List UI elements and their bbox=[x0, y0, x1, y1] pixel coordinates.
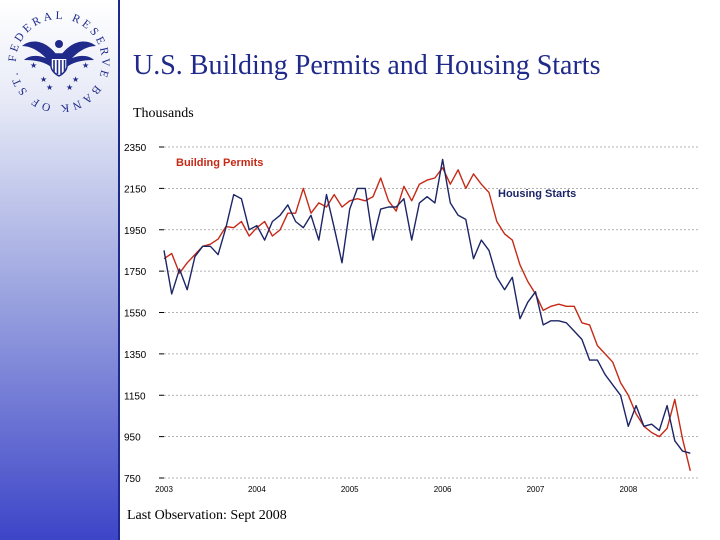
eagle-left-wing-icon bbox=[22, 41, 59, 68]
y-tick-label: 2150 bbox=[124, 184, 147, 195]
x-tick-label: 2003 bbox=[155, 485, 173, 494]
y-tick-label: 1150 bbox=[124, 391, 146, 402]
y-tick-label: 2350 bbox=[124, 143, 147, 154]
last-observation-note: Last Observation: Sept 2008 bbox=[127, 508, 287, 523]
shield-icon bbox=[50, 53, 68, 77]
y-tick-label: 1350 bbox=[124, 350, 147, 361]
y-axis-units-label: Thousands bbox=[133, 106, 194, 121]
legend-housing-starts: Housing Starts bbox=[498, 188, 576, 200]
x-tick-label: 2008 bbox=[619, 485, 637, 494]
sidebar-divider bbox=[118, 0, 120, 540]
y-tick-layer: 2350 2150 1950 1750 1550 1350 1150 950 750 bbox=[124, 143, 164, 485]
page-title: U.S. Building Permits and Housing Starts bbox=[133, 50, 601, 81]
y-tick-label: 1550 bbox=[124, 309, 147, 320]
star-icon: ★ bbox=[30, 61, 37, 70]
x-tick-label: 2004 bbox=[248, 485, 266, 494]
y-tick-label: 1750 bbox=[124, 267, 147, 278]
sidebar-gradient bbox=[0, 0, 118, 540]
x-tick-label: 2005 bbox=[341, 485, 359, 494]
star-icon: ★ bbox=[82, 61, 89, 70]
eagle-right-wing-icon bbox=[59, 41, 96, 68]
star-icon: ★ bbox=[72, 75, 79, 84]
legend-building-permits: Building Permits bbox=[176, 157, 263, 169]
x-tick-label: 2006 bbox=[434, 485, 452, 494]
star-icon: ★ bbox=[66, 83, 73, 92]
x-tick-layer: 2003 2004 2005 2006 2007 2008 bbox=[155, 485, 638, 494]
x-tick-label: 2007 bbox=[527, 485, 545, 494]
star-icon: ★ bbox=[40, 75, 47, 84]
y-tick-label: 950 bbox=[124, 433, 141, 444]
y-tick-label: 1950 bbox=[124, 226, 147, 237]
series-layer bbox=[163, 158, 691, 471]
grid-layer bbox=[164, 146, 698, 479]
y-tick-label: 750 bbox=[124, 474, 141, 485]
eagle-head-icon bbox=[55, 40, 63, 48]
star-icon: ★ bbox=[46, 83, 53, 92]
series-line-building-permits bbox=[163, 167, 691, 471]
series-line-housing-starts bbox=[163, 158, 691, 454]
federal-reserve-seal-logo: FEDERAL RESERVE BANK OF ST. LOUIS ★ ★ ★ … bbox=[2, 2, 108, 112]
